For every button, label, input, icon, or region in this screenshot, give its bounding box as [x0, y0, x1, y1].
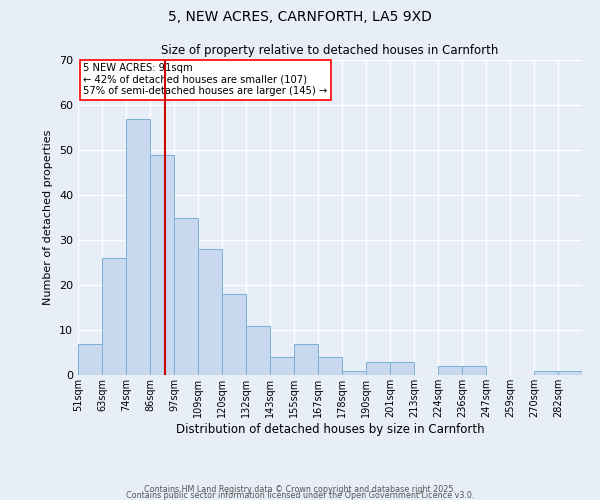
Text: Contains HM Land Registry data © Crown copyright and database right 2025.: Contains HM Land Registry data © Crown c…: [144, 485, 456, 494]
Bar: [462, 366, 486, 375]
Bar: [390, 362, 414, 375]
Bar: [78, 344, 102, 375]
Bar: [150, 154, 174, 375]
Bar: [174, 218, 198, 375]
Bar: [246, 326, 270, 375]
Bar: [342, 370, 366, 375]
Bar: [198, 249, 222, 375]
Text: Contains public sector information licensed under the Open Government Licence v3: Contains public sector information licen…: [126, 491, 474, 500]
Bar: [222, 294, 246, 375]
Bar: [126, 118, 150, 375]
Bar: [318, 357, 342, 375]
X-axis label: Distribution of detached houses by size in Carnforth: Distribution of detached houses by size …: [176, 422, 484, 436]
Bar: [558, 370, 582, 375]
Bar: [270, 357, 294, 375]
Bar: [294, 344, 318, 375]
Bar: [102, 258, 126, 375]
Y-axis label: Number of detached properties: Number of detached properties: [43, 130, 53, 305]
Text: 5 NEW ACRES: 91sqm
← 42% of detached houses are smaller (107)
57% of semi-detach: 5 NEW ACRES: 91sqm ← 42% of detached hou…: [83, 63, 327, 96]
Bar: [438, 366, 462, 375]
Text: 5, NEW ACRES, CARNFORTH, LA5 9XD: 5, NEW ACRES, CARNFORTH, LA5 9XD: [168, 10, 432, 24]
Bar: [534, 370, 558, 375]
Title: Size of property relative to detached houses in Carnforth: Size of property relative to detached ho…: [161, 44, 499, 58]
Bar: [366, 362, 390, 375]
